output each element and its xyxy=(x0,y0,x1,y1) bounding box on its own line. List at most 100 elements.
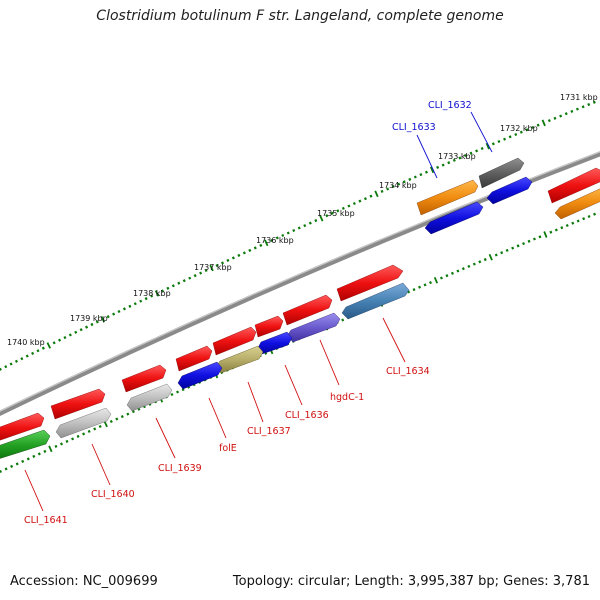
minor-tick xyxy=(494,253,498,257)
leader-line xyxy=(416,134,438,179)
minor-tick xyxy=(330,211,334,215)
leader-line xyxy=(208,397,227,439)
minor-tick xyxy=(532,237,536,241)
minor-tick xyxy=(204,268,208,273)
gene-label[interactable]: CLI_1639 xyxy=(158,463,202,474)
minor-tick xyxy=(20,357,24,361)
major-tick xyxy=(319,214,324,222)
minor-tick xyxy=(182,279,186,283)
minor-tick xyxy=(32,454,36,458)
cds-arrow[interactable] xyxy=(554,186,600,220)
gene-label[interactable]: CLI_1636 xyxy=(285,410,329,421)
genome-summary-text: Topology: circular; Length: 3,995,387 bp… xyxy=(232,574,590,589)
minor-tick xyxy=(281,233,285,237)
cds-arrow[interactable] xyxy=(336,264,404,302)
leader-line xyxy=(470,111,493,153)
cds-arrow[interactable] xyxy=(341,282,410,320)
minor-tick xyxy=(516,244,520,248)
minor-tick xyxy=(128,304,132,308)
accession-text: Accession: NC_009699 xyxy=(10,574,158,589)
minor-tick xyxy=(380,189,384,193)
major-tick xyxy=(100,316,106,323)
minor-tick xyxy=(126,412,130,416)
cds-arrow[interactable] xyxy=(0,429,51,461)
minor-tick xyxy=(253,246,257,250)
cds-arrow[interactable] xyxy=(55,407,112,439)
cds-arrow[interactable] xyxy=(121,364,167,393)
cds-arrow[interactable] xyxy=(416,179,479,216)
minor-tick xyxy=(36,349,40,353)
cds-arrow[interactable] xyxy=(175,345,213,372)
minor-tick xyxy=(522,242,526,246)
minor-tick xyxy=(428,281,433,285)
ruler-label: 1739 kbp xyxy=(70,314,108,323)
cds-arrow[interactable] xyxy=(282,294,333,326)
minor-tick xyxy=(461,267,465,271)
gene-label[interactable]: folE xyxy=(219,443,237,454)
minor-tick xyxy=(177,281,181,285)
cds-arrow[interactable] xyxy=(0,412,45,443)
ruler-label: 1740 kbp xyxy=(7,338,45,347)
gene-label[interactable]: CLI_1632 xyxy=(428,100,472,111)
minor-tick xyxy=(58,338,62,342)
cds-arrow[interactable] xyxy=(547,167,600,204)
gene-label[interactable]: CLI_1633 xyxy=(392,122,436,133)
major-tick xyxy=(46,342,52,349)
cds-arrow[interactable] xyxy=(478,157,525,189)
outer-tick-ring xyxy=(0,100,596,371)
cds-arrow[interactable] xyxy=(254,315,284,338)
minor-tick xyxy=(553,116,557,120)
ruler-label: 1737 kbp xyxy=(194,263,232,272)
minor-tick xyxy=(4,467,8,471)
minor-tick xyxy=(122,307,126,311)
minor-tick xyxy=(483,257,487,262)
minor-tick xyxy=(445,274,449,278)
minor-tick xyxy=(358,199,362,203)
minor-tick xyxy=(527,239,531,243)
minor-tick xyxy=(106,315,110,319)
minor-tick xyxy=(325,214,329,218)
minor-tick xyxy=(560,226,564,230)
inner-tick-ring xyxy=(0,212,597,474)
minor-tick xyxy=(341,206,345,210)
minor-tick xyxy=(176,390,180,394)
minor-tick xyxy=(242,251,246,255)
minor-tick xyxy=(275,236,279,240)
minor-tick xyxy=(570,109,574,113)
major-tick xyxy=(433,276,439,284)
minor-tick xyxy=(408,177,412,181)
gene-label[interactable]: CLI_1640 xyxy=(91,489,135,500)
gene-label[interactable]: CLI_1641 xyxy=(24,515,68,526)
minor-tick xyxy=(458,156,462,160)
gene-label[interactable]: CLI_1634 xyxy=(386,366,430,377)
major-tick xyxy=(264,239,269,247)
gene-label[interactable]: hgdC-1 xyxy=(330,392,364,403)
minor-tick xyxy=(571,221,575,225)
minor-tick xyxy=(536,123,540,127)
reverse-cds-features xyxy=(0,176,600,461)
cds-arrow[interactable] xyxy=(50,388,106,420)
minor-tick xyxy=(531,125,535,130)
minor-tick xyxy=(221,261,224,265)
cds-arrow[interactable] xyxy=(486,176,533,205)
minor-tick xyxy=(76,434,80,438)
major-tick xyxy=(154,290,160,297)
cds-arrow[interactable] xyxy=(177,361,223,390)
minor-tick xyxy=(303,224,307,228)
minor-tick xyxy=(587,214,591,219)
minor-tick xyxy=(497,139,501,144)
minor-tick xyxy=(98,424,102,429)
minor-tick xyxy=(85,325,89,329)
cds-arrow[interactable] xyxy=(424,201,484,235)
minor-tick xyxy=(21,459,25,463)
map-title: Clostridium botulinum F str. Langeland, … xyxy=(96,8,504,24)
cds-arrow[interactable] xyxy=(126,383,173,412)
cds-arrow[interactable] xyxy=(212,326,257,356)
minor-tick xyxy=(71,437,75,441)
minor-tick xyxy=(547,119,551,123)
minor-tick xyxy=(347,204,351,208)
minor-tick xyxy=(581,105,585,109)
ruler-label: 1732 kbp xyxy=(500,124,538,133)
gene-label[interactable]: CLI_1637 xyxy=(247,426,291,437)
